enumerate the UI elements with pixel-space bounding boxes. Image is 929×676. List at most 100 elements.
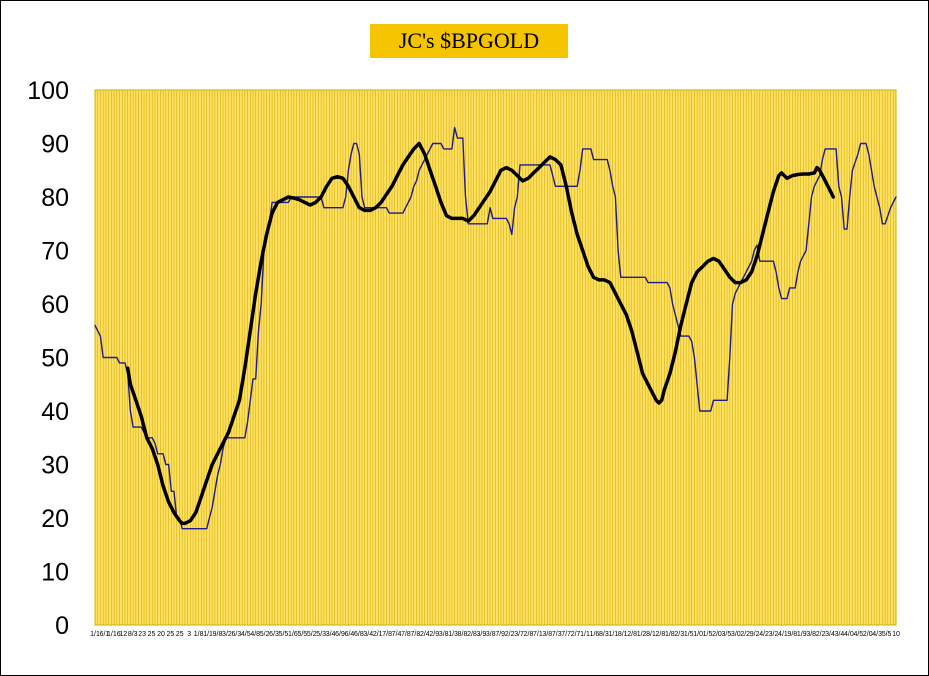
x-tick-label: 4/0 [844, 631, 854, 638]
x-tick-label: 5/5 [297, 631, 307, 638]
x-tick-label: 9/2 [750, 631, 760, 638]
x-tick-label: 25 [148, 631, 156, 638]
x-tick-label: 3/9 [476, 631, 486, 638]
x-tick-label: 1/2 [637, 631, 647, 638]
x-tick-label: 7/8 [411, 631, 421, 638]
series-line-average [125, 141, 836, 526]
series-line-raw [94, 126, 897, 530]
x-tick-label: 7/7 [561, 631, 571, 638]
x-tick-label: 7/9 [495, 631, 505, 638]
y-tick-label: 0 [55, 612, 69, 640]
x-tick-label: 3/8 [486, 631, 496, 638]
x-tick-label: 8/8 [458, 631, 468, 638]
x-tick-label: 25 [176, 631, 184, 638]
x-tick-label: 3/8 [806, 631, 816, 638]
x-tick-label: 7/3 [552, 631, 562, 638]
x-tick-label: 8/3 [599, 631, 609, 638]
x-tick-label: 6/3 [231, 631, 241, 638]
x-tick-label: 1/5 [703, 631, 713, 638]
y-tick-label: 60 [41, 291, 69, 319]
x-tick-label: 5/2 [307, 631, 317, 638]
x-tick-label: 1/1 [608, 631, 618, 638]
x-tick-label: 23 [138, 631, 146, 638]
x-tick-label: 4/8 [250, 631, 260, 638]
x-tick-label: 1/3 [448, 631, 458, 638]
x-tick-label: 3/4 [835, 631, 845, 638]
x-tick-label: 3/4 [363, 631, 373, 638]
x-tick-label: 25 [166, 631, 174, 638]
x-tick-label: 2/3 [674, 631, 684, 638]
x-tick-label: 6/3 [269, 631, 279, 638]
x-tick-label: 1/1 [203, 631, 213, 638]
y-tick-label: 10 [41, 559, 69, 587]
y-tick-label: 100 [27, 77, 69, 105]
x-tick-label: 2/2 [816, 631, 826, 638]
x-tick-label: 7/1 [533, 631, 543, 638]
x-tick-label: 1/9 [797, 631, 807, 638]
x-tick-label: 12 [119, 631, 127, 638]
x-tick-label: 1/1 [90, 631, 100, 638]
series-lines [94, 126, 897, 530]
x-tick-label: 4/3 [872, 631, 882, 638]
x-tick-label: 2/0 [712, 631, 722, 638]
y-tick-label: 90 [41, 131, 69, 159]
x-tick-label: 2/8 [627, 631, 637, 638]
x-tick-label: 2/8 [467, 631, 477, 638]
y-tick-label: 40 [41, 398, 69, 426]
x-tick-label: 20 [157, 631, 165, 638]
x-tick-label: 3/8 [542, 631, 552, 638]
x-tick-label: 8/1 [618, 631, 628, 638]
x-tick-label: 7/8 [382, 631, 392, 638]
x-tick-label: 2/2 [505, 631, 515, 638]
x-tick-label: 2/0 [863, 631, 873, 638]
x-tick-label: 4/5 [241, 631, 251, 638]
x-tick-label: 3/8 [439, 631, 449, 638]
x-tick-label: 4/1 [778, 631, 788, 638]
x-tick-label: 6/8 [354, 631, 364, 638]
y-tick-label: 20 [41, 505, 69, 533]
x-tick-label: 1/5 [684, 631, 694, 638]
vertical-grid [97, 90, 894, 625]
x-tick-label: 9/8 [213, 631, 223, 638]
x-tick-label: 2/7 [571, 631, 581, 638]
x-tick-label: 1/6 [288, 631, 298, 638]
x-tick-label: 8/3 [128, 631, 138, 638]
x-tick-label: 2/1 [373, 631, 383, 638]
x-tick-label: 3/4 [825, 631, 835, 638]
x-tick-label: 1/8 [194, 631, 204, 638]
x-tick-label: 10 [892, 631, 900, 638]
x-tick-label: 1/6 [590, 631, 600, 638]
x-tick-label: 2/2 [740, 631, 750, 638]
x-tick-label: 3/2 [222, 631, 232, 638]
x-tick-label: 5/3 [316, 631, 326, 638]
x-tick-label: 2/8 [524, 631, 534, 638]
x-tick-label: 5/5 [279, 631, 289, 638]
y-tick-label: 50 [41, 345, 69, 373]
chart-title: JC's $BPGOLD [370, 24, 568, 58]
x-tick-label: 3 [187, 631, 191, 638]
x-tick-label: 4/2 [759, 631, 769, 638]
x-tick-label: 3/7 [514, 631, 524, 638]
x-tick-label: 6/1 [100, 631, 110, 638]
x-tick-label: 1/8 [665, 631, 675, 638]
x-tick-label: 7/8 [401, 631, 411, 638]
x-tick-label: 7/4 [392, 631, 402, 638]
x-tick-label: 3/4 [326, 631, 336, 638]
y-tick-label: 80 [41, 184, 69, 212]
x-tick-label: 3/5 [722, 631, 732, 638]
y-tick-label: 70 [41, 238, 69, 266]
x-tick-label: 2/8 [656, 631, 666, 638]
y-axis-ticks: 0 10 20 30 40 50 60 70 80 90 100 [27, 77, 69, 640]
x-tick-label: 2/9 [429, 631, 439, 638]
x-tick-label: 5/2 [260, 631, 270, 638]
y-tick-label: 30 [41, 452, 69, 480]
x-tick-label: 6/9 [335, 631, 345, 638]
x-tick-label: 1/0 [693, 631, 703, 638]
x-tick-label: 3/0 [731, 631, 741, 638]
x-tick-label: 2/4 [420, 631, 430, 638]
x-tick-label: 6/4 [345, 631, 355, 638]
x-tick-label: 1/1 [580, 631, 590, 638]
